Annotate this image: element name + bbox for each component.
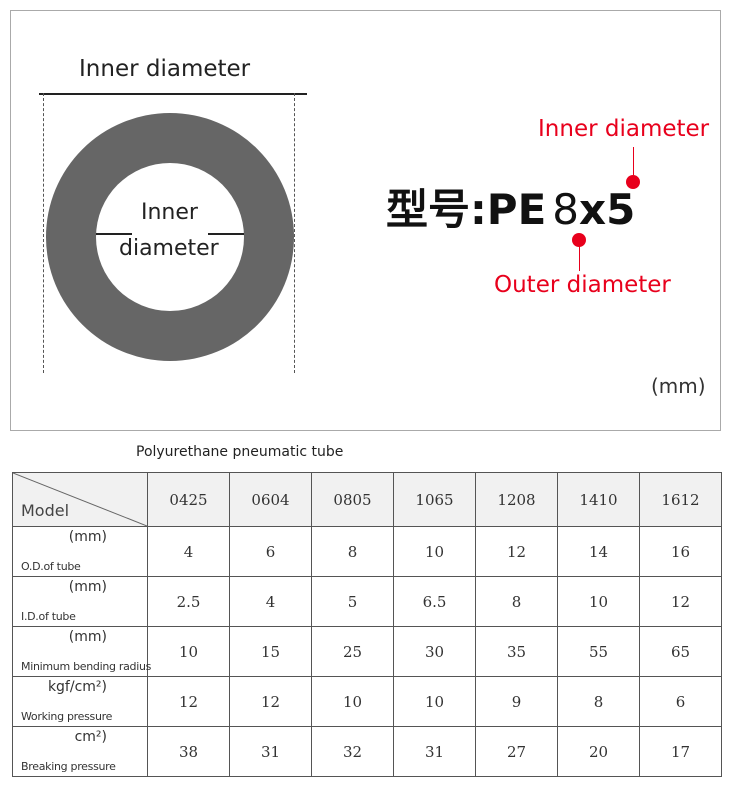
row-unit: cm²) (74, 729, 107, 745)
table-title: Polyurethane pneumatic tube (136, 444, 344, 460)
inner-callout-dot (626, 175, 640, 189)
unit-label: (mm) (651, 374, 706, 398)
table-cell: 12 (475, 526, 558, 577)
table-cell: 6.5 (393, 576, 476, 627)
table-cell: 5 (311, 576, 394, 627)
table-cell: 4 (229, 576, 312, 627)
model-header: 1612 (639, 472, 722, 527)
table-cell: 27 (475, 726, 558, 777)
row-name: O.D.of tube (21, 560, 81, 573)
table-cell: 30 (393, 626, 476, 677)
table-cell: 35 (475, 626, 558, 677)
table-cell: 8 (557, 676, 640, 727)
outer-callout-line (579, 245, 580, 271)
tube-hole (96, 163, 244, 311)
table-cell: 8 (475, 576, 558, 627)
row-unit: kgf/cm²) (47, 679, 107, 695)
inner-dimension-right (208, 233, 244, 235)
model-header: 1065 (393, 472, 476, 527)
outer-value: 8 (552, 185, 580, 234)
table-row: cm²) Breaking pressure 38 31 32 31 27 20 17 (12, 726, 722, 777)
table-cell: 6 (639, 676, 722, 727)
table-cell: 6 (229, 526, 312, 577)
table-row: (mm) Minimum bending radius 10 15 25 30 35 55 65 (12, 626, 722, 677)
row-unit: (mm) (68, 529, 107, 545)
row-header: (mm) I.D.of tube (12, 576, 148, 627)
table-cell: 17 (639, 726, 722, 777)
table-cell: 16 (639, 526, 722, 577)
row-name: Working pressure (21, 710, 113, 723)
tube-diagram-panel: Inner diameter Inner diameter Inner diam… (10, 10, 721, 431)
model-prefix: 型号:PE (386, 185, 547, 234)
model-header: 0604 (229, 472, 312, 527)
dimension-line (39, 93, 307, 95)
corner-label: Model (21, 501, 70, 520)
row-name: I.D.of tube (21, 610, 76, 623)
row-header: (mm) Minimum bending radius (12, 626, 152, 677)
table-cell: 10 (311, 676, 394, 727)
table-cell: 25 (311, 626, 394, 677)
model-code: 型号:PE 8x5 (386, 187, 635, 233)
row-header: kgf/cm²) Working pressure (12, 676, 148, 727)
inner-value: 5 (606, 185, 636, 234)
table-cell: 55 (557, 626, 640, 677)
table-cell: 32 (311, 726, 394, 777)
table-cell: 20 (557, 726, 640, 777)
inner-diameter-callout: Inner diameter (538, 116, 710, 142)
row-unit: (mm) (68, 629, 107, 645)
model-header: 0805 (311, 472, 394, 527)
top-diameter-label: Inner diameter (79, 56, 251, 82)
table-cell: 10 (393, 526, 476, 577)
table-cell: 31 (393, 726, 476, 777)
table-cell: 9 (475, 676, 558, 727)
hole-label-line1: Inner (141, 200, 198, 225)
model-header: 0425 (147, 472, 230, 527)
row-header: (mm) O.D.of tube (12, 526, 148, 577)
dashed-guide-left (43, 93, 44, 373)
table-cell: 4 (147, 526, 230, 577)
table-cell: 14 (557, 526, 640, 577)
table-cell: 10 (393, 676, 476, 727)
inner-callout-line (633, 147, 634, 175)
model-header: 1208 (475, 472, 558, 527)
table-cell: 12 (229, 676, 312, 727)
table-cell: 12 (639, 576, 722, 627)
outer-callout-dot (572, 233, 586, 247)
row-unit: (mm) (68, 579, 107, 595)
table-cell: 12 (147, 676, 230, 727)
row-header: cm²) Breaking pressure (12, 726, 148, 777)
row-name: Minimum bending radius (21, 660, 152, 673)
model-header: 1410 (557, 472, 640, 527)
table-cell: 10 (147, 626, 230, 677)
table-cell: 38 (147, 726, 230, 777)
header-row: Model 0425 0604 0805 1065 1208 1410 1612 (12, 472, 722, 527)
row-name: Breaking pressure (21, 760, 116, 773)
separator: x (579, 185, 607, 234)
corner-cell: Model (12, 472, 148, 527)
inner-dimension-left (96, 233, 132, 235)
table-cell: 2.5 (147, 576, 230, 627)
hole-label-line2: diameter (119, 236, 219, 261)
table-cell: 15 (229, 626, 312, 677)
table-cell: 8 (311, 526, 394, 577)
spec-table: Model 0425 0604 0805 1065 1208 1410 1612… (12, 472, 722, 777)
table-row: (mm) O.D.of tube 4 6 8 10 12 14 16 (12, 526, 722, 577)
diagonal-divider (13, 473, 147, 526)
table-row: (mm) I.D.of tube 2.5 4 5 6.5 8 10 12 (12, 576, 722, 627)
dashed-guide-right (294, 93, 295, 373)
table-cell: 31 (229, 726, 312, 777)
outer-diameter-callout: Outer diameter (494, 272, 671, 298)
table-row: kgf/cm²) Working pressure 12 12 10 10 9 8 6 (12, 676, 722, 727)
table-cell: 10 (557, 576, 640, 627)
table-cell: 65 (639, 626, 722, 677)
